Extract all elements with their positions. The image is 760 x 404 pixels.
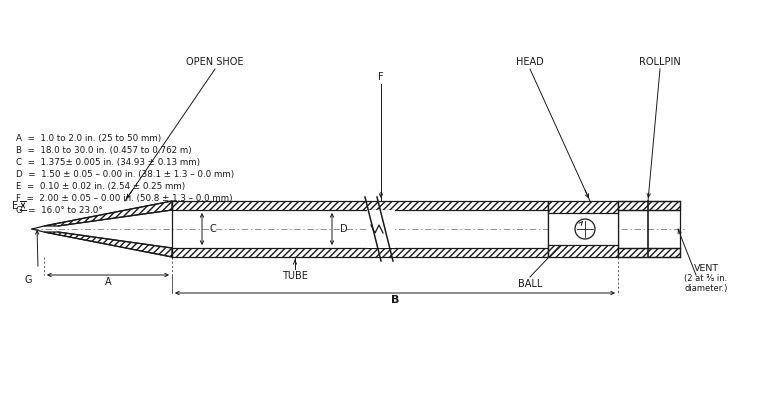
Text: OPEN SHOE: OPEN SHOE	[186, 57, 244, 67]
Text: F: F	[378, 72, 384, 82]
Bar	[172, 248, 548, 257]
Text: B: B	[391, 295, 399, 305]
Bar	[367, 210, 395, 248]
Polygon shape	[44, 201, 172, 226]
Text: C: C	[210, 224, 217, 234]
Text: HEAD: HEAD	[516, 57, 544, 67]
Text: D: D	[340, 224, 347, 234]
Text: E  =  0.10 ± 0.02 in. (2.54 ± 0.25 mm): E = 0.10 ± 0.02 in. (2.54 ± 0.25 mm)	[16, 182, 185, 191]
Bar	[618, 201, 680, 210]
Text: BALL: BALL	[518, 279, 542, 289]
Text: B  =  18.0 to 30.0 in. (0.457 to 0.762 m): B = 18.0 to 30.0 in. (0.457 to 0.762 m)	[16, 146, 192, 155]
Text: G  =  16.0° to 23.0°: G = 16.0° to 23.0°	[16, 206, 103, 215]
Text: G: G	[24, 275, 32, 285]
Text: A  =  1.0 to 2.0 in. (25 to 50 mm): A = 1.0 to 2.0 in. (25 to 50 mm)	[16, 134, 161, 143]
Text: D  =  1.50 ± 0.05 – 0.00 in. (38.1 ± 1.3 – 0.0 mm): D = 1.50 ± 0.05 – 0.00 in. (38.1 ± 1.3 –…	[16, 170, 234, 179]
Text: C  =  1.375± 0.005 in. (34.93 ± 0.13 mm): C = 1.375± 0.005 in. (34.93 ± 0.13 mm)	[16, 158, 200, 167]
Bar	[618, 248, 680, 257]
Bar	[172, 201, 548, 210]
Bar	[548, 213, 618, 245]
Text: (2 at ⅜ in.
diameter.): (2 at ⅜ in. diameter.)	[684, 274, 727, 293]
Text: VENT: VENT	[693, 264, 718, 273]
Text: F  =  2.00 ± 0.05 – 0.00 in. (50.8 ± 1.3 – 0.0 mm): F = 2.00 ± 0.05 – 0.00 in. (50.8 ± 1.3 –…	[16, 194, 233, 203]
Text: ROLLPIN: ROLLPIN	[639, 57, 681, 67]
Text: TUBE: TUBE	[282, 271, 308, 281]
Text: A: A	[105, 277, 111, 287]
Bar	[548, 201, 618, 257]
Text: E: E	[12, 201, 18, 211]
Polygon shape	[44, 232, 172, 257]
